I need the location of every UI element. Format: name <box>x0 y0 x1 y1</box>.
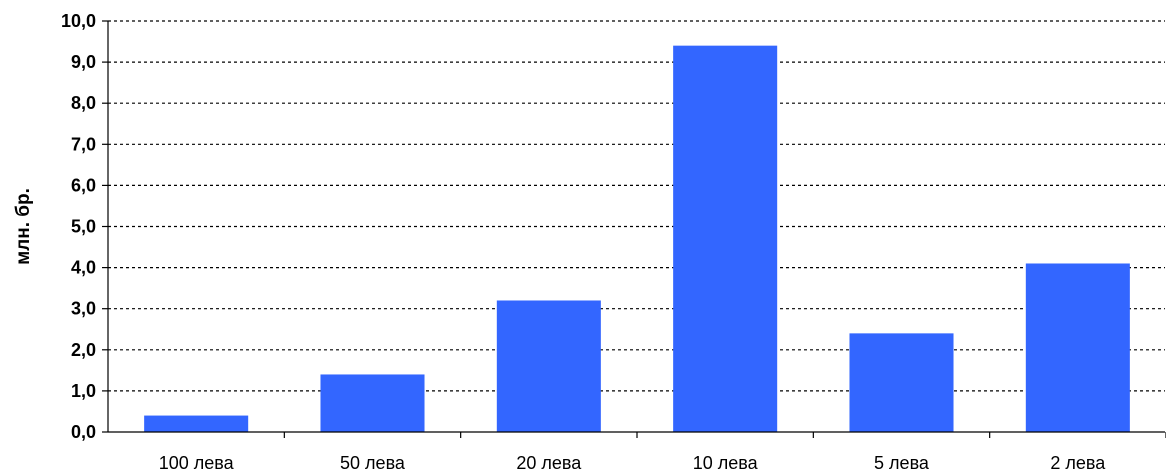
y-tick-label: 2,0 <box>71 340 96 360</box>
x-tick-label: 10 лева <box>693 453 759 473</box>
bar <box>496 300 601 432</box>
x-tick-label: 50 лева <box>340 453 406 473</box>
bars <box>144 45 1130 432</box>
y-tick-labels: 0,0 1,0 2,0 3,0 4,0 5,0 6,0 7,0 8,0 9,0 10,0 <box>61 11 108 442</box>
y-tick-label: 7,0 <box>71 134 96 154</box>
y-tick-label: 3,0 <box>71 299 96 319</box>
bar <box>144 415 249 432</box>
x-tick-label: 2 лева <box>1050 453 1106 473</box>
x-tick-label: 100 лева <box>159 453 235 473</box>
y-tick-label: 9,0 <box>71 52 96 72</box>
bar <box>320 374 425 432</box>
x-tick-labels: 100 лева 50 лева 20 лева 10 лева 5 лева 2 лев… <box>159 432 1166 473</box>
y-tick-label: 6,0 <box>71 175 96 195</box>
bar <box>849 333 954 432</box>
y-tick-label: 4,0 <box>71 258 96 278</box>
bar <box>1025 263 1130 432</box>
y-axis-title: млн. бр. <box>13 188 34 265</box>
y-tick-label: 8,0 <box>71 93 96 113</box>
gridlines <box>108 20 1165 392</box>
x-tick-label: 5 лева <box>874 453 930 473</box>
y-tick-label: 1,0 <box>71 381 96 401</box>
x-tick-label: 20 лева <box>516 453 582 473</box>
y-tick-label: 10,0 <box>61 11 96 31</box>
bar <box>673 45 778 432</box>
y-tick-label: 5,0 <box>71 217 96 237</box>
y-tick-label: 0,0 <box>71 422 96 442</box>
